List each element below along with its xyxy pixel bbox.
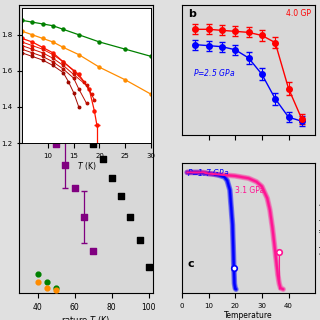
Text: 4.0 GP: 4.0 GP — [286, 9, 311, 18]
Point — [118, 193, 124, 198]
Point — [44, 285, 50, 290]
Point — [72, 186, 77, 191]
Point — [44, 52, 50, 57]
Point — [54, 141, 59, 146]
Point — [54, 68, 59, 73]
Point — [91, 248, 96, 253]
Point — [82, 214, 87, 220]
Text: $P$=1.7 GPa: $P$=1.7 GPa — [187, 167, 229, 178]
Point — [44, 120, 50, 125]
Point — [109, 175, 114, 180]
Point — [63, 162, 68, 167]
Point — [100, 157, 105, 162]
Text: c: c — [187, 260, 194, 269]
Point — [35, 280, 40, 285]
Point — [35, 272, 40, 277]
X-axis label: Temperature: Temperature — [224, 311, 273, 320]
Text: b: b — [188, 9, 196, 19]
Point — [54, 288, 59, 293]
Point — [137, 238, 142, 243]
Point — [63, 86, 68, 91]
Point — [35, 102, 40, 107]
Text: 3.1 GPa: 3.1 GPa — [235, 187, 264, 196]
Point — [82, 123, 87, 128]
Y-axis label: Intensity (a.u.): Intensity (a.u.) — [319, 202, 320, 254]
Text: $P$=2.5 GPa: $P$=2.5 GPa — [193, 67, 235, 78]
Point — [44, 280, 50, 285]
X-axis label: rature $T$ (K): rature $T$ (K) — [61, 314, 111, 320]
Point — [26, 28, 31, 34]
Point — [72, 104, 77, 109]
Point — [128, 214, 133, 220]
Point — [146, 264, 151, 269]
Point — [54, 285, 59, 290]
Point — [91, 141, 96, 146]
Point — [35, 39, 40, 44]
